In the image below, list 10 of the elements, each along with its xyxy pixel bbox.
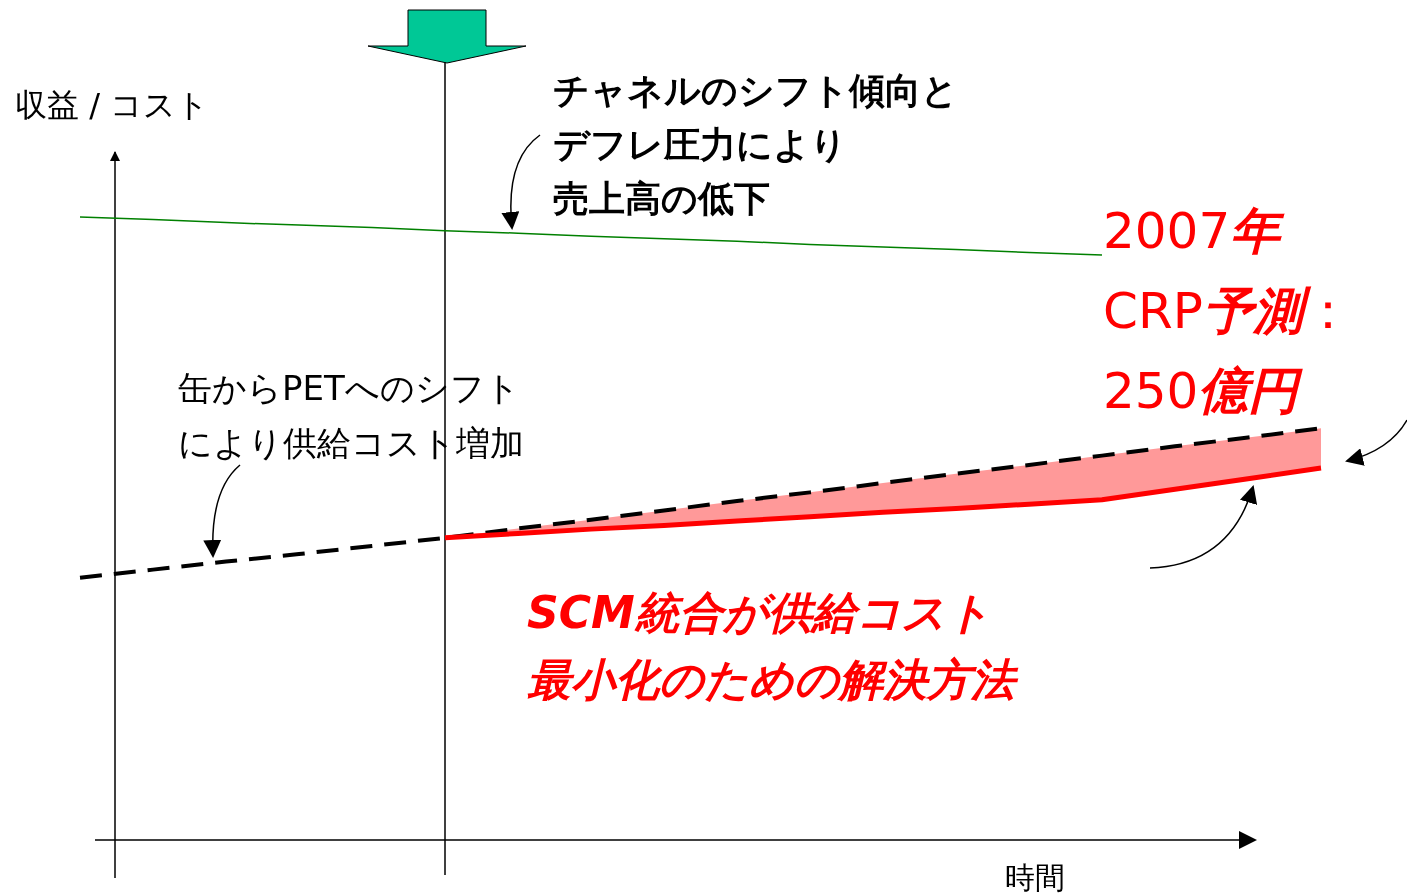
- annotation: 250億円: [1103, 362, 1304, 420]
- annotation: 最小化のための解決方法: [527, 654, 1019, 705]
- annotation: 2007年: [1103, 202, 1286, 260]
- text: デフレ圧力により: [553, 124, 847, 165]
- y-axis-title: 収益 / コスト: [15, 86, 210, 124]
- annotation: SCM統合が供給コスト: [527, 587, 991, 638]
- text: チャネルのシフト傾向と: [553, 70, 958, 111]
- annotation: CRP予測：: [1103, 282, 1353, 340]
- annotation: 売上高の低下: [553, 178, 770, 219]
- x-axis-title: 時間: [1005, 860, 1065, 893]
